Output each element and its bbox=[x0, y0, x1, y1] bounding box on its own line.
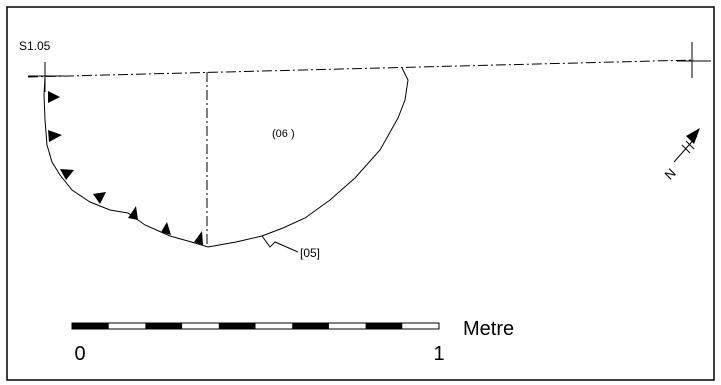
hachure-mark bbox=[48, 130, 62, 142]
fill-boundary bbox=[261, 67, 409, 237]
hachure-mark bbox=[161, 222, 171, 235]
scale-bar-segment bbox=[145, 323, 183, 329]
hachure-mark bbox=[128, 206, 138, 220]
scale-bar-segment bbox=[72, 323, 109, 329]
datum-marker-right bbox=[677, 42, 711, 78]
scale-bar bbox=[71, 322, 440, 330]
cut-number-label: [05] bbox=[300, 246, 320, 260]
north-label: N bbox=[662, 165, 679, 182]
drawing-border bbox=[6, 6, 715, 381]
north-arrow-icon: N bbox=[662, 128, 700, 183]
datum-line bbox=[27, 59, 695, 78]
cut-label-leader bbox=[261, 235, 299, 253]
fill-number-label: (06 ) bbox=[272, 128, 295, 140]
hachure-mark bbox=[48, 91, 60, 103]
scale-bar-segment bbox=[365, 323, 403, 329]
scale-bar-segment bbox=[292, 323, 329, 329]
hachure-mark bbox=[93, 192, 106, 204]
cut-profile bbox=[43, 76, 263, 248]
scale-bar-segment bbox=[218, 323, 256, 329]
hachure-mark bbox=[60, 169, 74, 180]
scale-unit-label: Metre bbox=[463, 318, 514, 340]
scale-start-label: 0 bbox=[74, 343, 85, 365]
section-label: S1.05 bbox=[19, 39, 51, 53]
hachures bbox=[48, 91, 203, 245]
hachure-mark bbox=[194, 231, 203, 245]
scale-end-label: 1 bbox=[433, 343, 444, 365]
